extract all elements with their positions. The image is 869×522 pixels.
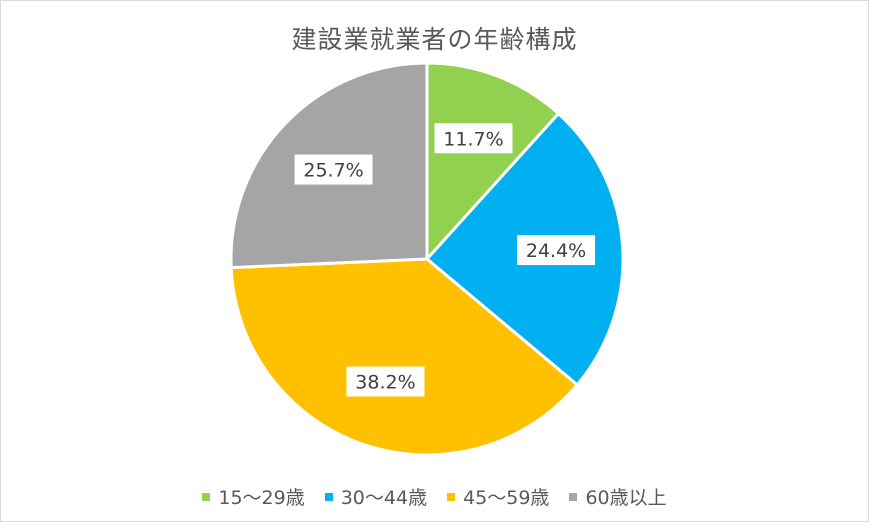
legend-item-60-plus: 60歳以上 xyxy=(569,483,667,510)
data-label-text-45-59: 38.2% xyxy=(355,372,415,394)
data-label-60-plus: 25.7% xyxy=(294,154,373,185)
data-label-15-29: 11.7% xyxy=(434,123,513,154)
legend-label-15-29: 15～29歳 xyxy=(218,487,305,509)
legend-item-15-29: 15～29歳 xyxy=(202,483,305,510)
legend: 15～29歳 30～44歳 45～59歳 60歳以上 xyxy=(0,483,869,510)
legend-item-30-44: 30～44歳 xyxy=(324,483,428,510)
data-label-45-59: 38.2% xyxy=(346,366,425,397)
pie-slice-45-59 xyxy=(229,257,580,457)
data-label-text-30-44: 24.4% xyxy=(526,240,586,262)
chart-title: 建設業就業者の年齢構成 xyxy=(291,25,578,54)
legend-item-45-59: 45～59歳 xyxy=(447,483,549,510)
data-label-text-15-29: 11.7% xyxy=(443,128,503,150)
legend-label-30-44: 30～44歳 xyxy=(340,487,428,509)
data-label-box-60-plus xyxy=(294,154,373,185)
legend-swatch-60-plus xyxy=(569,492,578,501)
data-label-30-44: 24.4% xyxy=(517,235,596,266)
legend-label-60-plus: 60歳以上 xyxy=(585,487,667,509)
legend-label-45-59: 45～59歳 xyxy=(463,487,550,509)
data-label-box-45-59 xyxy=(346,366,425,397)
data-label-text-60-plus: 25.7% xyxy=(303,160,363,182)
data-label-box-30-44 xyxy=(517,235,596,266)
legend-swatch-30-44 xyxy=(324,492,333,501)
legend-swatch-15-29 xyxy=(202,492,211,501)
legend-swatch-45-59 xyxy=(447,492,456,501)
pie-slice-15-29 xyxy=(425,61,561,263)
data-label-box-15-29 xyxy=(434,123,513,154)
